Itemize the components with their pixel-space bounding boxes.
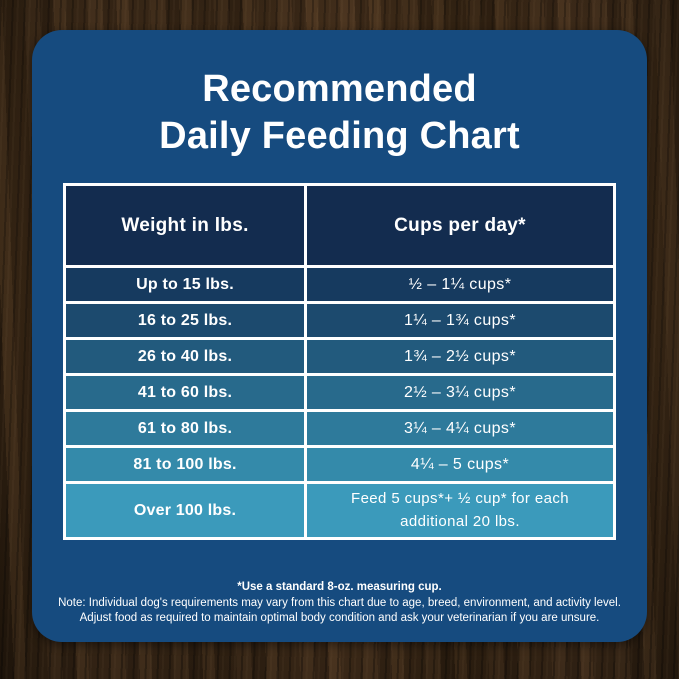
page-title: Recommended Daily Feeding Chart [32,66,647,160]
measuring-cup-note: *Use a standard 8-oz. measuring cup. [237,581,442,593]
table-row: 81 to 100 lbs. 4¼ – 5 cups* [63,445,616,484]
weight-cell: Over 100 lbs. [63,481,307,540]
cups-cell: 4¼ – 5 cups* [304,445,616,484]
table-row: 16 to 25 lbs. 1¼ – 1¾ cups* [63,301,616,340]
feeding-table-header: Weight in lbs. Cups per day* [63,183,616,268]
col-header-weight: Weight in lbs. [63,183,307,268]
col-header-cups: Cups per day* [304,183,616,268]
table-row: 26 to 40 lbs. 1¾ – 2½ cups* [63,337,616,376]
table-row: Up to 15 lbs. ½ – 1¼ cups* [63,265,616,304]
weight-cell: 61 to 80 lbs. [63,409,307,448]
disclaimer-line-1: Note: Individual dog's requirements may … [58,597,621,609]
title-line-2: Daily Feeding Chart [159,115,520,157]
weight-cell: Up to 15 lbs. [63,265,307,304]
cups-cell: 1¼ – 1¾ cups* [304,301,616,340]
feeding-table: Weight in lbs. Cups per day* Up to 15 lb… [63,183,616,540]
table-row: 41 to 60 lbs. 2½ – 3¼ cups* [63,373,616,412]
weight-cell: 16 to 25 lbs. [63,301,307,340]
footnotes: *Use a standard 8-oz. measuring cup. Not… [32,581,647,626]
title-line-1: Recommended [202,68,477,110]
cups-cell: 3¼ – 4¼ cups* [304,409,616,448]
cups-cell: Feed 5 cups*+ ½ cup* for each additional… [304,481,616,540]
disclaimer-line-2: Adjust food as required to maintain opti… [79,612,600,624]
table-row: Over 100 lbs. Feed 5 cups*+ ½ cup* for ea… [63,481,616,540]
header-row: Weight in lbs. Cups per day* [63,183,616,268]
cups-cell: 1¾ – 2½ cups* [304,337,616,376]
table-row: 61 to 80 lbs. 3¼ – 4¼ cups* [63,409,616,448]
feeding-chart-card: Recommended Daily Feeding Chart Weight i… [32,30,647,642]
cups-cell: 2½ – 3¼ cups* [304,373,616,412]
weight-cell: 41 to 60 lbs. [63,373,307,412]
weight-cell: 26 to 40 lbs. [63,337,307,376]
weight-cell: 81 to 100 lbs. [63,445,307,484]
cups-cell: ½ – 1¼ cups* [304,265,616,304]
feeding-table-body: Up to 15 lbs. ½ – 1¼ cups* 16 to 25 lbs. 1¼… [63,265,616,540]
